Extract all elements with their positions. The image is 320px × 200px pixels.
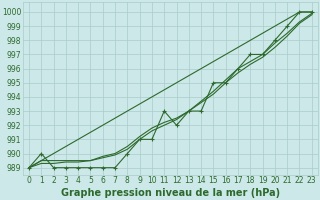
X-axis label: Graphe pression niveau de la mer (hPa): Graphe pression niveau de la mer (hPa): [61, 188, 280, 198]
